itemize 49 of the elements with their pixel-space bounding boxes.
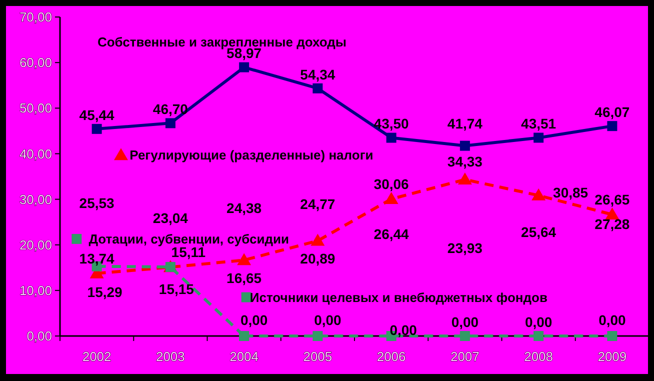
annotation: 23,93: [447, 240, 483, 256]
data-label: 0,00: [390, 322, 418, 338]
data-label: 45,44: [79, 106, 115, 123]
legend-label: Дотации, субвенции, субсидии: [88, 231, 289, 246]
annotation: 24,77: [300, 196, 336, 212]
x-tick-label: 2006: [376, 349, 406, 364]
x-tick-label: 2009: [598, 349, 627, 364]
y-tick-label: 20,00: [19, 237, 52, 252]
data-label: 26,65: [594, 191, 630, 208]
x-tick-label: 2003: [156, 349, 185, 364]
data-label: 0,00: [598, 312, 626, 328]
data-label: 46,70: [152, 101, 188, 118]
y-tick-label: 30,00: [19, 192, 52, 207]
legend-label: Регулирующие (разделенные) налоги: [130, 148, 374, 163]
x-tick-label: 2004: [230, 349, 259, 364]
data-label: 30,06: [374, 176, 410, 192]
data-label: 0,00: [524, 314, 552, 330]
y-tick-label: 10,00: [19, 282, 52, 298]
data-label: 13,74: [79, 250, 115, 266]
data-label: 41,74: [447, 116, 483, 132]
data-label: 20,89: [300, 250, 336, 267]
y-tick-label: 40,00: [19, 146, 52, 162]
data-label: 15,29: [87, 284, 123, 300]
text: Собственные и закрепленные доходы: [97, 34, 346, 50]
y-tick-label: 70,00: [19, 10, 52, 25]
data-label: 46,07: [594, 104, 630, 120]
data-label: 43,51: [521, 116, 556, 132]
x-tick-label: 2002: [82, 349, 112, 364]
annotation: 27,28: [594, 216, 630, 232]
x-tick-label: 2005: [303, 349, 332, 364]
y-tick-label: 0,00: [26, 328, 52, 344]
data-label: 0,00: [451, 314, 479, 330]
annotation: 24,38: [226, 200, 262, 216]
data-label: 54,34: [300, 66, 336, 82]
data-label: 15,15: [158, 280, 194, 297]
annotation: 26,44: [374, 226, 410, 242]
data-label: 16,65: [226, 270, 262, 286]
annotation: 25,64: [521, 224, 556, 240]
annotation: 25,53: [79, 194, 115, 211]
x-tick-label: 2007: [450, 349, 480, 364]
y-tick-label: 60,00: [19, 55, 52, 70]
x-tick-label: 2008: [524, 349, 554, 364]
y-tick-label: 50,00: [19, 100, 52, 116]
data-label: 34,33: [447, 153, 483, 170]
data-label: 43,50: [374, 116, 410, 132]
data-label: 30,85: [553, 184, 588, 200]
data-label: 0,00: [240, 312, 268, 328]
annotation: 23,04: [152, 210, 188, 226]
data-label: 0,00: [314, 312, 342, 328]
